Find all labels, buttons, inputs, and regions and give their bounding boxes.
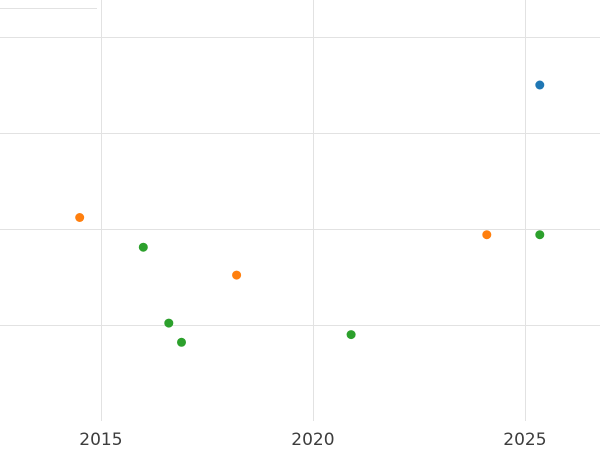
scatter-point-green — [346, 330, 356, 340]
scatter-point-blue — [535, 80, 545, 90]
x-tick-label-2025: 2025 — [503, 430, 547, 450]
x-tick-label-2015: 2015 — [79, 430, 123, 450]
scatter-point-orange — [232, 270, 242, 280]
scatter-point-green — [138, 242, 148, 252]
scatter-point-orange — [482, 230, 492, 240]
x-tick-label-2020: 2020 — [291, 430, 335, 450]
scatter-point-orange — [75, 213, 85, 222]
scatter-point-green — [177, 337, 186, 347]
scatter-point-green — [535, 230, 545, 240]
scatter-point-green — [164, 318, 174, 328]
